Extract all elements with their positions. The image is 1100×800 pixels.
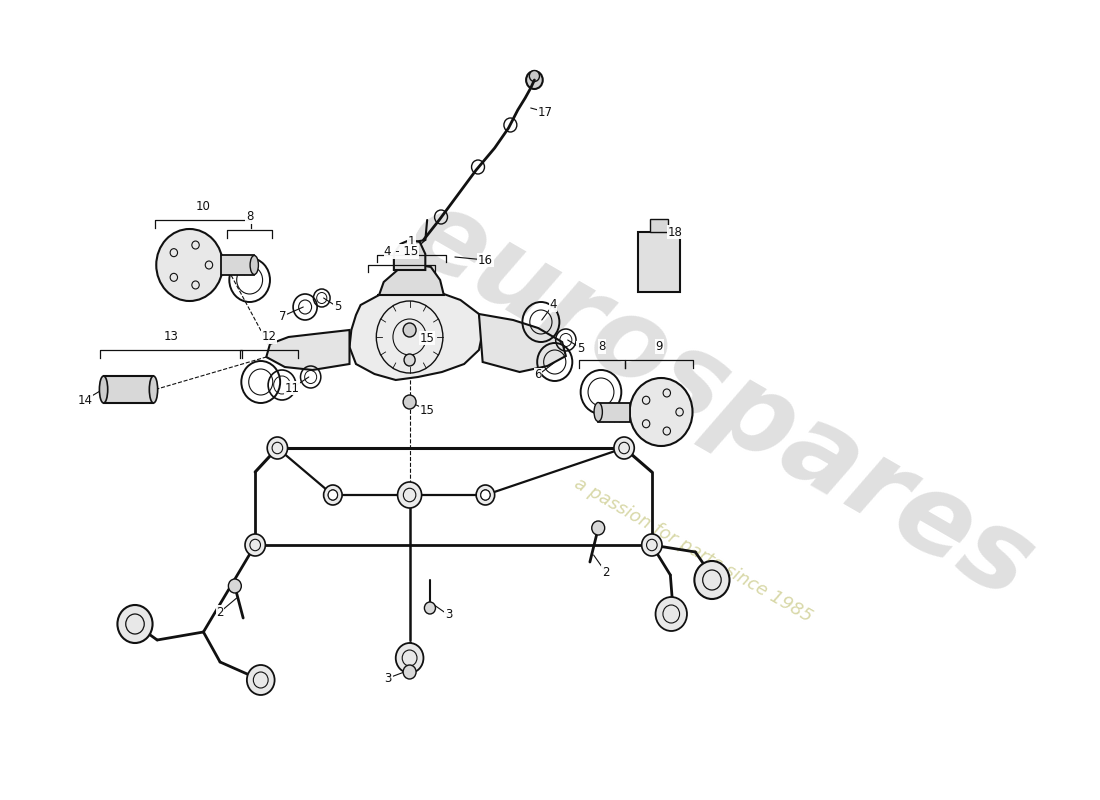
Text: 1: 1	[408, 235, 415, 248]
Text: 12: 12	[262, 330, 276, 343]
Polygon shape	[394, 240, 426, 270]
Bar	[221, 255, 254, 274]
Ellipse shape	[99, 376, 108, 403]
Bar	[103, 376, 154, 403]
Polygon shape	[478, 314, 565, 372]
Text: 18: 18	[668, 226, 682, 238]
Ellipse shape	[250, 255, 258, 274]
Circle shape	[629, 378, 693, 446]
Text: 3: 3	[385, 671, 392, 685]
Text: 16: 16	[477, 254, 493, 266]
Circle shape	[476, 485, 495, 505]
Text: 8: 8	[246, 210, 253, 223]
Text: 15: 15	[420, 331, 434, 345]
Circle shape	[694, 561, 729, 599]
Text: 6: 6	[535, 369, 542, 382]
Circle shape	[481, 490, 490, 500]
Circle shape	[404, 354, 415, 366]
Text: 17: 17	[538, 106, 553, 118]
Circle shape	[229, 579, 241, 593]
Bar	[650, 219, 668, 232]
Text: 4 - 15: 4 - 15	[384, 245, 418, 258]
Bar	[638, 232, 680, 292]
Circle shape	[156, 229, 223, 301]
Text: a passion for parts since 1985: a passion for parts since 1985	[571, 474, 816, 626]
Bar	[598, 402, 629, 422]
Polygon shape	[350, 288, 483, 380]
Text: 4: 4	[549, 298, 557, 311]
Circle shape	[614, 437, 635, 459]
Circle shape	[592, 521, 605, 535]
Polygon shape	[266, 330, 350, 370]
Ellipse shape	[150, 376, 157, 403]
Text: 2: 2	[602, 566, 609, 578]
Circle shape	[641, 534, 662, 556]
Text: 9: 9	[656, 340, 663, 353]
Circle shape	[526, 71, 542, 89]
Circle shape	[246, 665, 275, 695]
Circle shape	[403, 665, 416, 679]
Text: 5: 5	[578, 342, 584, 354]
Circle shape	[118, 605, 153, 643]
Polygon shape	[377, 264, 443, 295]
Circle shape	[328, 490, 338, 500]
Circle shape	[529, 70, 539, 82]
Text: eurospares: eurospares	[390, 178, 1052, 622]
Circle shape	[267, 437, 287, 459]
Text: 8: 8	[598, 340, 606, 353]
Ellipse shape	[594, 402, 603, 422]
Circle shape	[245, 534, 265, 556]
Text: 10: 10	[196, 200, 211, 213]
Text: 2: 2	[217, 606, 223, 618]
Circle shape	[397, 482, 421, 508]
Text: 11: 11	[285, 382, 299, 394]
Circle shape	[323, 485, 342, 505]
Text: 13: 13	[164, 330, 178, 343]
Text: 3: 3	[444, 609, 452, 622]
Circle shape	[425, 602, 436, 614]
Text: 7: 7	[279, 310, 287, 322]
Text: 14: 14	[78, 394, 92, 406]
Circle shape	[403, 395, 416, 409]
Circle shape	[409, 250, 422, 264]
Circle shape	[656, 597, 688, 631]
Text: 15: 15	[420, 403, 434, 417]
Circle shape	[403, 323, 416, 337]
Circle shape	[396, 643, 424, 673]
Text: 5: 5	[333, 301, 341, 314]
